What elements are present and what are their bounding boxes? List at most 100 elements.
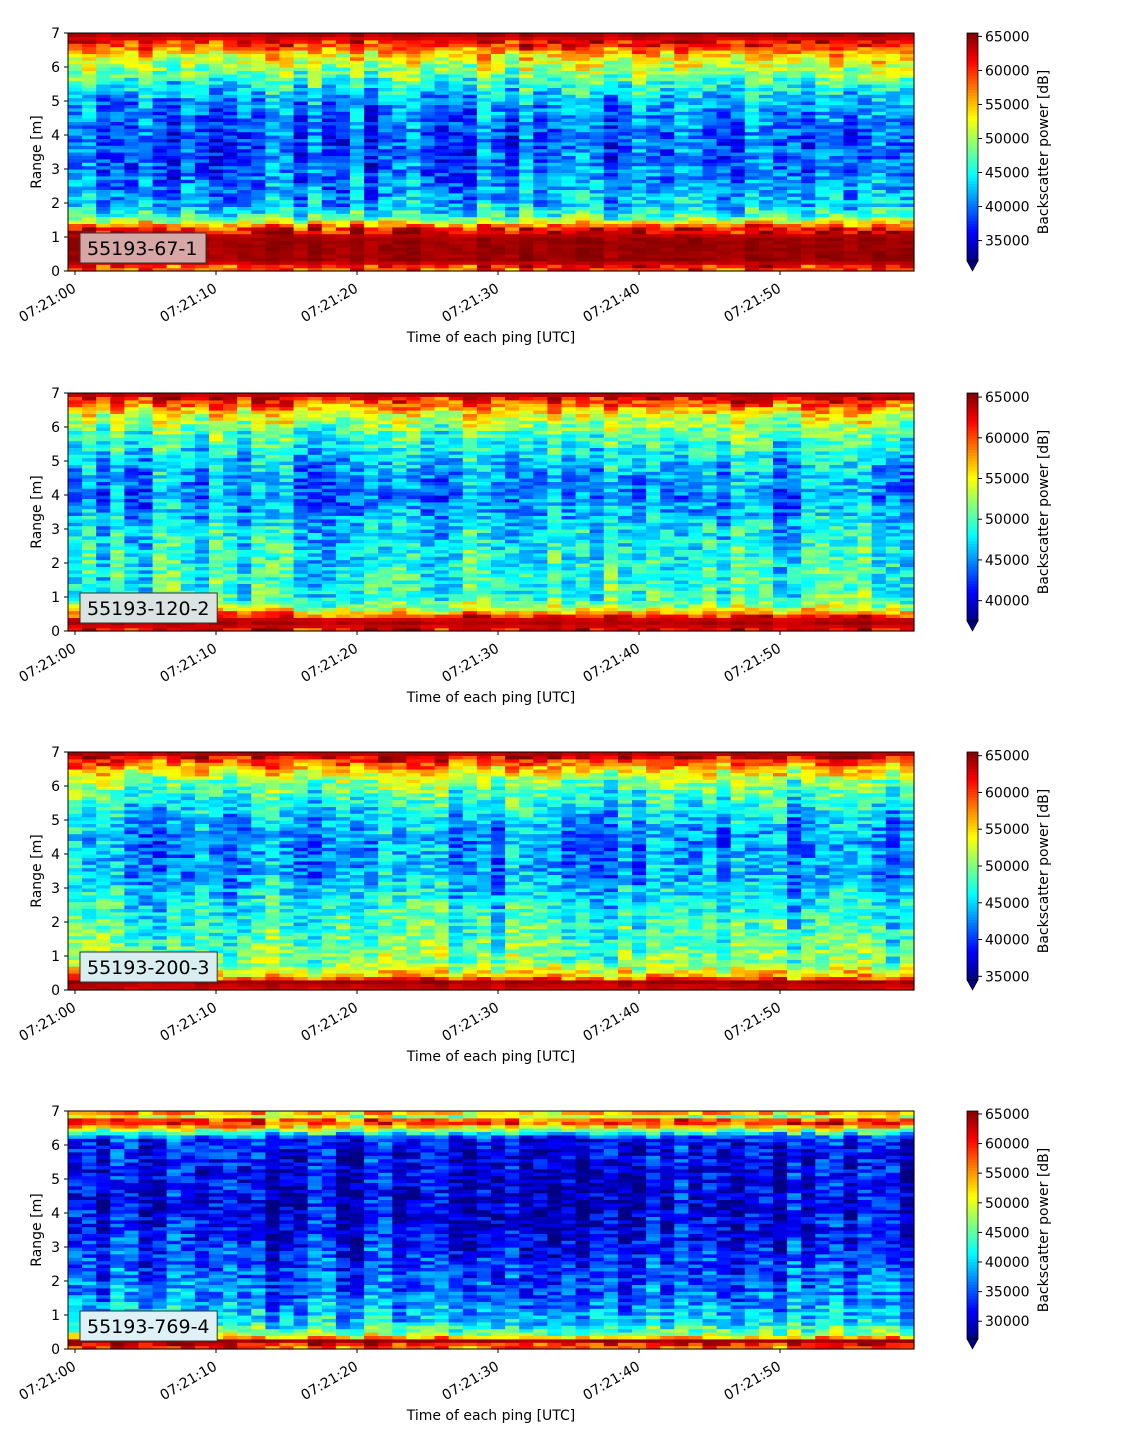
heatmap-cell: [209, 90, 224, 95]
heatmap-cell: [194, 135, 210, 139]
heatmap-cell: [603, 36, 619, 41]
heatmap-cell: [96, 559, 111, 564]
heatmap-cell: [124, 124, 140, 129]
heatmap-cell: [815, 152, 830, 156]
heatmap-cell: [392, 213, 407, 218]
heatmap-cell: [561, 97, 577, 102]
heatmap-cell: [829, 50, 845, 54]
heatmap-cell: [519, 203, 534, 207]
heatmap-cell: [392, 70, 407, 75]
heatmap-cell: [646, 230, 661, 235]
heatmap-cell: [223, 33, 238, 37]
heatmap-cell: [688, 230, 704, 235]
heatmap-cell: [758, 192, 774, 197]
heatmap-cell: [321, 101, 337, 105]
heatmap-cell: [223, 264, 238, 269]
heatmap-cell: [420, 203, 436, 207]
heatmap-cell: [730, 203, 746, 207]
heatmap-cell: [646, 209, 661, 214]
heatmap-cell: [702, 152, 718, 156]
heatmap-cell: [476, 39, 492, 44]
heatmap-cell: [180, 454, 196, 459]
heatmap-cell: [420, 70, 436, 75]
heatmap-cell: [110, 152, 125, 156]
heatmap-cell: [350, 230, 365, 235]
heatmap-cell: [378, 220, 393, 224]
heatmap-cell: [505, 53, 520, 58]
heatmap-cell: [265, 101, 281, 105]
heatmap-cell: [392, 84, 407, 88]
heatmap-cell: [265, 84, 281, 88]
heatmap-cell: [533, 203, 548, 207]
heatmap-cell: [209, 206, 224, 211]
heatmap-cell: [462, 63, 478, 68]
heatmap-cell: [815, 233, 830, 238]
heatmap-cell: [505, 257, 520, 262]
heatmap-cell: [293, 179, 309, 184]
heatmap-cell: [730, 243, 746, 248]
heatmap-cell: [547, 77, 563, 82]
heatmap-cell: [491, 70, 506, 75]
heatmap-cell: [223, 250, 238, 255]
heatmap-cell: [68, 216, 83, 221]
heatmap-cell: [138, 196, 154, 201]
heatmap-cell: [68, 243, 83, 248]
heatmap-cell: [533, 84, 548, 88]
heatmap-cell: [829, 135, 845, 139]
heatmap-cell: [265, 237, 281, 241]
heatmap-cell: [787, 101, 802, 105]
heatmap-cell: [547, 260, 563, 265]
colorbar-segment: [967, 84, 978, 88]
heatmap-cell: [773, 73, 788, 78]
heatmap-cell: [364, 39, 379, 44]
heatmap-cell: [279, 213, 295, 218]
heatmap-cell: [82, 264, 97, 269]
heatmap-cell: [801, 216, 816, 221]
heatmap-cell: [801, 87, 816, 92]
heatmap-cell: [519, 80, 534, 85]
heatmap-cell: [279, 243, 295, 248]
heatmap-cell: [307, 77, 323, 82]
heatmap-cell: [561, 240, 577, 245]
heatmap-cell: [885, 131, 901, 136]
heatmap-cell: [194, 36, 210, 41]
heatmap-cell: [364, 73, 379, 78]
heatmap-cell: [603, 94, 619, 99]
heatmap-cell: [617, 247, 633, 252]
heatmap-cell: [68, 264, 83, 269]
heatmap-cell: [96, 478, 111, 482]
heatmap-cell: [646, 33, 661, 37]
heatmap-cell: [124, 192, 140, 197]
heatmap-cell: [406, 107, 422, 112]
heatmap-cell: [237, 67, 252, 71]
heatmap-cell: [194, 138, 210, 143]
heatmap-cell: [505, 138, 520, 143]
heatmap-cell: [899, 192, 915, 197]
heatmap-cell: [857, 124, 873, 129]
heatmap-cell: [392, 73, 407, 78]
heatmap-cell: [702, 254, 718, 258]
heatmap-cell: [688, 111, 704, 116]
heatmap-cell: [265, 138, 281, 143]
heatmap-cell: [857, 254, 873, 258]
heatmap-cell: [293, 175, 309, 180]
heatmap-cell: [589, 162, 605, 167]
heatmap-cell: [68, 73, 83, 78]
heatmap-cell: [857, 145, 873, 150]
heatmap-cell: [265, 73, 281, 78]
heatmap-cell: [110, 213, 125, 218]
heatmap-cell: [96, 84, 111, 88]
heatmap-cell: [617, 90, 633, 95]
heatmap-cell: [378, 179, 393, 184]
heatmap-cell: [575, 230, 591, 235]
heatmap-cell: [138, 131, 154, 136]
heatmap-cell: [68, 104, 83, 109]
heatmap-cell: [758, 67, 774, 71]
heatmap-cell: [420, 230, 436, 235]
heatmap-cell: [589, 260, 605, 265]
heatmap-cell: [885, 84, 901, 88]
heatmap-cell: [561, 43, 577, 48]
heatmap-cell: [166, 70, 182, 75]
heatmap-cell: [152, 226, 168, 231]
